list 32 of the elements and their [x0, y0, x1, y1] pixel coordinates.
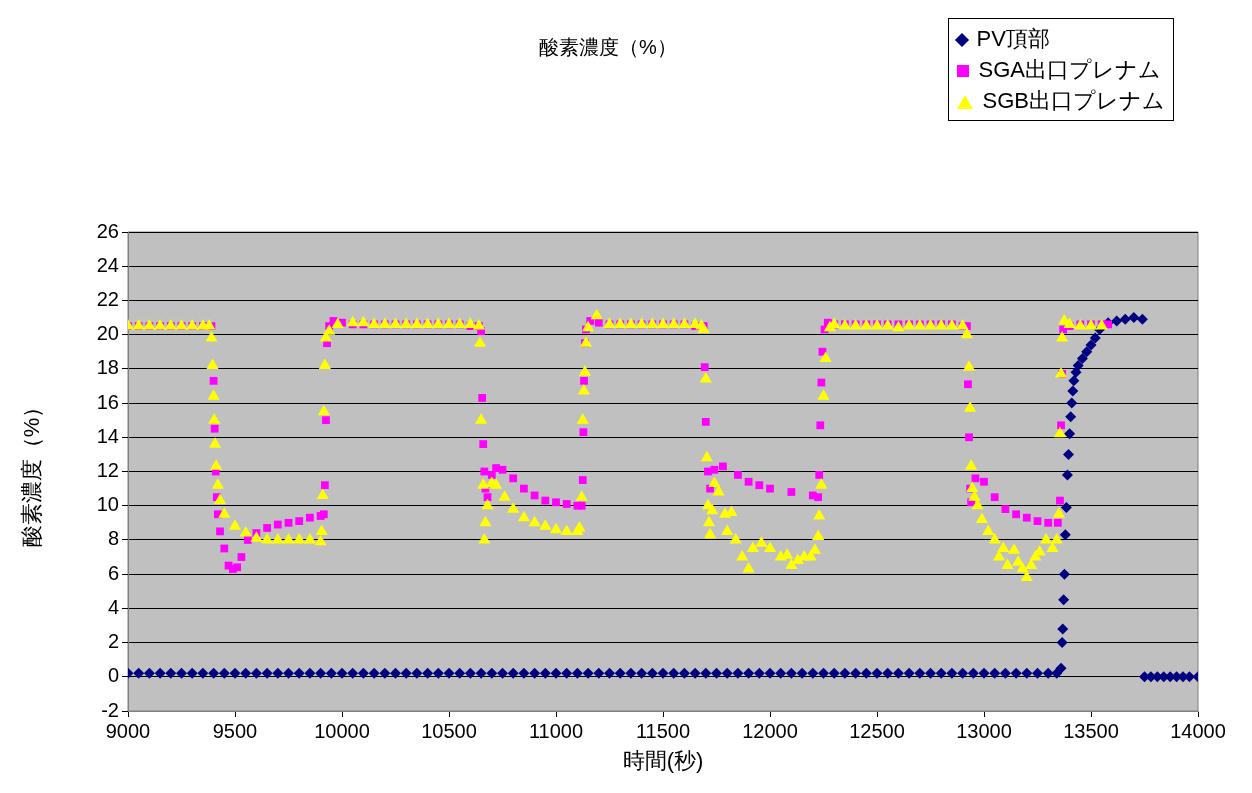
y-tick-label: 18	[96, 356, 119, 379]
y-tick-label: 22	[96, 287, 119, 310]
y-tick-label: 0	[107, 664, 119, 687]
x-axis-title: 時間(秒)	[622, 747, 704, 773]
y-tick-label: -2	[101, 698, 119, 721]
y-tick-label: 12	[96, 459, 119, 482]
y-tick-label: 6	[107, 561, 119, 584]
x-tick-label: 10000	[314, 719, 370, 742]
y-tick-label: 14	[96, 424, 119, 447]
x-tick-label: 14000	[1170, 719, 1226, 742]
x-tick-label: 10500	[421, 719, 477, 742]
x-tick-label: 13500	[1063, 719, 1119, 742]
y-tick-label: 4	[107, 595, 119, 618]
x-tick-label: 9000	[105, 719, 151, 742]
x-tick-label: 11500	[635, 719, 691, 742]
y-tick-label: 2	[107, 630, 119, 653]
y-tick-label: 20	[96, 322, 119, 345]
x-tick-label: 13000	[956, 719, 1012, 742]
y-tick-label: 16	[96, 390, 119, 413]
x-tick-label: 12000	[742, 719, 798, 742]
legend-label: SGA出口プレナム	[978, 57, 1161, 82]
legend-label: SGB出口プレナム	[982, 88, 1165, 113]
x-tick-label: 12500	[849, 719, 905, 742]
legend-label: PV頂部	[976, 26, 1050, 51]
y-tick-label: 26	[96, 219, 119, 242]
y-tick-label: 10	[96, 493, 119, 516]
x-tick-label: 9500	[212, 719, 258, 742]
x-tick-label: 11000	[528, 719, 584, 742]
y-tick-label: 8	[107, 527, 119, 550]
y-tick-label: 24	[96, 253, 119, 276]
chart-title: 酸素濃度（%）	[539, 35, 677, 58]
y-axis-title: 酸素濃度（%）	[19, 395, 45, 548]
